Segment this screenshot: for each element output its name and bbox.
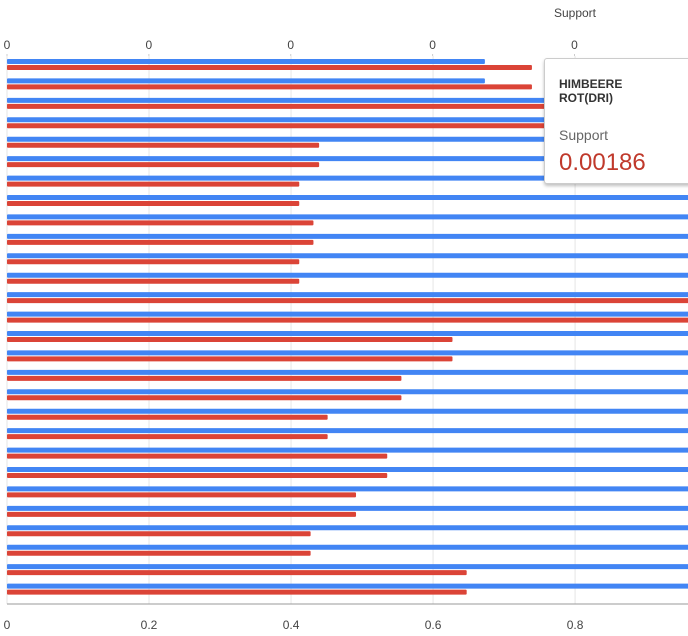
bar: [7, 331, 688, 336]
bar: [7, 467, 688, 472]
bar: [7, 589, 467, 595]
bar: [7, 78, 485, 84]
bar: [7, 259, 300, 265]
bar: [7, 414, 328, 420]
bar: [7, 350, 688, 356]
bar: [7, 570, 467, 576]
bar: [7, 492, 357, 498]
bar: [7, 473, 388, 478]
bar: [7, 272, 688, 278]
bar: [7, 162, 320, 168]
x2-tick-label: 0: [4, 38, 11, 52]
bar: [7, 233, 688, 239]
bar: [7, 525, 688, 531]
bar: [7, 292, 688, 298]
bar: [7, 486, 688, 492]
bar: [7, 156, 688, 162]
bar: [7, 337, 453, 342]
bar: [7, 511, 357, 517]
bar: [7, 311, 688, 317]
x2-tick-label: 0: [429, 38, 436, 52]
bar: [7, 214, 688, 220]
bar: [7, 103, 688, 109]
bar: [7, 201, 300, 206]
bar: [7, 356, 453, 362]
bar: [7, 117, 688, 123]
bar: [7, 298, 688, 304]
x2-tick-label: 0: [146, 38, 153, 52]
x2-tick-label: 0: [571, 38, 578, 52]
bar: [7, 389, 688, 395]
x2-tick-label: 0: [287, 38, 294, 52]
bar: [7, 142, 320, 148]
x-tick-label: 0.6: [425, 618, 442, 632]
bar: [7, 84, 532, 90]
bar: [7, 505, 688, 511]
bar: [7, 531, 311, 537]
bar: [7, 550, 311, 556]
bar: [7, 278, 300, 284]
bar: [7, 65, 532, 70]
bar: [7, 181, 300, 187]
bar: [7, 369, 688, 375]
bar: [7, 220, 314, 226]
bar: [7, 428, 688, 434]
bar: [7, 564, 688, 570]
bar: [7, 239, 314, 245]
bar: [7, 453, 388, 459]
tooltip-title: HIMBEERE ROT(DRI): [559, 77, 623, 105]
bar: [7, 97, 688, 103]
bar: [7, 583, 688, 589]
bar: [7, 123, 688, 129]
bar: [7, 375, 402, 381]
bar: [7, 253, 688, 259]
bar: [7, 408, 688, 414]
bar: [7, 544, 688, 550]
bar: [7, 395, 402, 401]
bar: [7, 195, 688, 200]
bar: [7, 317, 688, 323]
bar: [7, 175, 688, 181]
bar: [7, 434, 328, 440]
bar: [7, 59, 485, 64]
tooltip-label: Support: [559, 127, 609, 143]
x-tick-label: 0: [4, 618, 11, 632]
x2-axis-title: Support: [554, 6, 597, 20]
x-tick-label: 0.8: [567, 618, 584, 632]
x-tick-label: 0.2: [141, 618, 158, 632]
tooltip-value: 0.00186: [559, 149, 646, 176]
tooltip: HIMBEERE ROT(DRI) Support 0.00186: [544, 58, 688, 184]
x-tick-label: 0.4: [283, 618, 300, 632]
bar: [7, 447, 688, 453]
bar: [7, 136, 688, 142]
